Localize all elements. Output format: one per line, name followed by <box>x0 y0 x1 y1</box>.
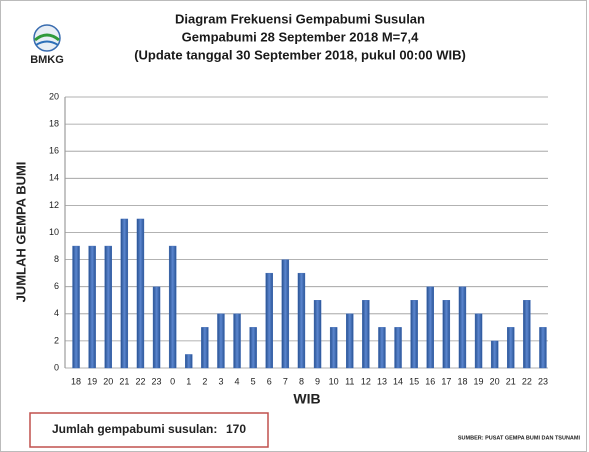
x-tick-label: 13 <box>377 376 387 386</box>
summary-value: 170 <box>226 422 246 436</box>
bar <box>362 300 370 369</box>
x-tick-label: 20 <box>490 376 500 386</box>
bar <box>120 218 129 369</box>
x-tick-label: 2 <box>202 376 207 386</box>
x-tick-label: 14 <box>393 376 403 386</box>
chart-title: Diagram Frekuensi Gempabumi Susulan <box>175 11 425 26</box>
bar <box>185 354 193 369</box>
x-tick-label: 20 <box>103 376 113 386</box>
y-tick-label: 18 <box>49 118 59 128</box>
bar <box>72 245 80 369</box>
y-tick-label: 6 <box>54 281 59 291</box>
y-tick-label: 2 <box>54 335 59 345</box>
summary-label: Jumlah gempabumi susulan: <box>52 422 217 436</box>
summary-box <box>29 412 269 448</box>
bar <box>346 313 354 369</box>
y-tick-label: 0 <box>54 362 59 372</box>
x-tick-label: 19 <box>87 376 97 386</box>
bar <box>539 327 547 369</box>
x-tick-label: 16 <box>425 376 435 386</box>
bar <box>329 327 338 369</box>
bar <box>88 245 96 369</box>
bar <box>523 300 531 369</box>
bar <box>426 286 434 369</box>
y-tick-label: 8 <box>54 254 59 264</box>
bar <box>378 327 386 369</box>
bar <box>442 300 451 369</box>
x-tick-label: 8 <box>299 376 304 386</box>
bar <box>394 327 402 369</box>
x-tick-label: 22 <box>135 376 145 386</box>
chart-title: Gempabumi 28 September 2018 M=7,4 <box>182 29 419 44</box>
source: SUMBER: PUSAT GEMPA BUMI DAN TSUNAMI <box>458 435 581 441</box>
y-tick-label: 14 <box>49 173 59 183</box>
bar <box>201 327 209 369</box>
x-tick-label: 19 <box>474 376 484 386</box>
x-tick-label: 21 <box>119 376 129 386</box>
bar <box>104 245 112 369</box>
x-tick-label: 3 <box>218 376 223 386</box>
x-axis-label: WIB <box>293 391 320 407</box>
bar <box>168 245 177 369</box>
y-tick-label: 4 <box>54 308 59 318</box>
x-tick-label: 18 <box>71 376 81 386</box>
y-tick-label: 10 <box>49 227 59 237</box>
bar <box>281 259 290 369</box>
x-tick-label: 23 <box>152 376 162 386</box>
bar <box>490 340 499 369</box>
x-tick-label: 23 <box>538 376 548 386</box>
x-tick-label: 4 <box>235 376 240 386</box>
y-tick-label: 12 <box>49 200 59 210</box>
x-tick-label: 22 <box>522 376 532 386</box>
y-axis-label: JUMLAH GEMPA BUMI <box>13 162 28 303</box>
x-tick-label: 9 <box>315 376 320 386</box>
x-tick-label: 15 <box>409 376 419 386</box>
y-tick-label: 16 <box>49 146 59 156</box>
x-tick-label: 21 <box>506 376 516 386</box>
bar <box>474 313 483 369</box>
x-tick-label: 18 <box>457 376 467 386</box>
bar <box>297 272 306 369</box>
x-tick-label: 17 <box>441 376 451 386</box>
bar <box>152 286 161 369</box>
x-tick-label: 11 <box>345 376 354 386</box>
chart-title: (Update tanggal 30 September 2018, pukul… <box>134 47 466 62</box>
x-tick-label: 12 <box>361 376 371 386</box>
bar <box>410 300 418 369</box>
bar <box>233 313 241 369</box>
x-tick-label: 10 <box>329 376 339 386</box>
x-tick-label: 1 <box>186 376 191 386</box>
x-tick-label: 6 <box>267 376 272 386</box>
bar <box>136 218 145 369</box>
x-tick-label: 5 <box>251 376 256 386</box>
bar <box>217 313 225 369</box>
bar <box>507 327 515 369</box>
bar <box>458 286 467 369</box>
logo-text: BMKG <box>30 54 64 66</box>
logo-icon <box>33 24 61 52</box>
x-tick-label: 0 <box>170 376 175 386</box>
bar <box>313 300 322 369</box>
y-tick-label: 20 <box>49 91 59 101</box>
x-tick-label: 7 <box>283 376 288 386</box>
bar <box>265 272 273 369</box>
bar <box>249 327 257 369</box>
